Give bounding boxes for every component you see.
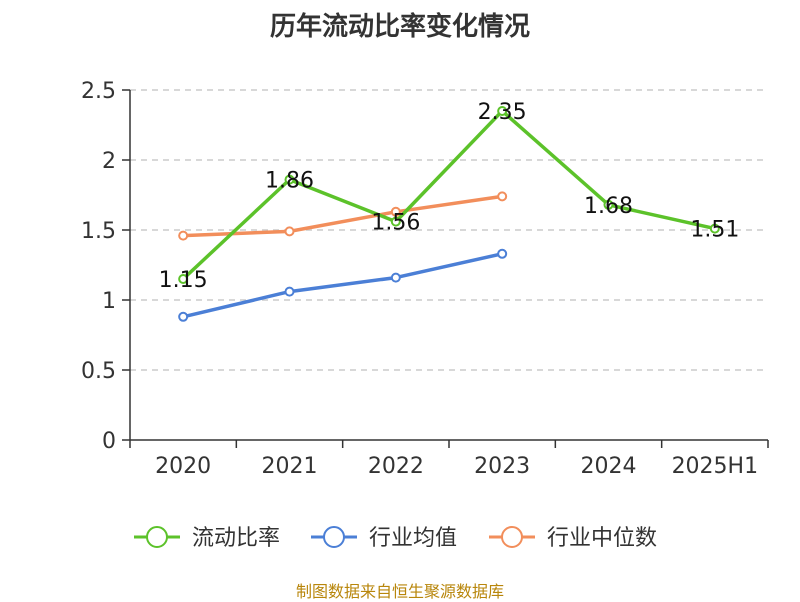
- data-point: [178, 230, 189, 241]
- data-point: [390, 272, 401, 283]
- x-tick-label: 2021: [262, 454, 318, 479]
- data-label: 1.86: [265, 169, 314, 194]
- legend-item: 行业中位数: [489, 526, 657, 551]
- data-label: 1.68: [584, 194, 633, 219]
- y-tick-label: 0.5: [81, 359, 116, 384]
- data-point: [284, 174, 295, 185]
- data-point: [497, 106, 508, 116]
- y-tick-label: 1.5: [81, 219, 116, 244]
- series-line-2: [183, 194, 503, 238]
- data-point: [603, 199, 614, 210]
- data-point: [178, 274, 189, 284]
- data-point: [709, 223, 720, 234]
- y-tick-label: 2: [102, 149, 116, 174]
- x-tick-label: 2023: [474, 454, 530, 479]
- data-labels: 1.15 1.86 1.56 2.35 1.68 1.51: [159, 100, 740, 293]
- data-label: 2.35: [478, 100, 527, 125]
- chart-title: 历年流动比率变化情况: [269, 12, 530, 42]
- grid-lines: [130, 89, 768, 371]
- y-tick-label: 2.5: [81, 79, 116, 104]
- data-point: [178, 311, 189, 322]
- series-line-0: [181, 109, 716, 281]
- data-point: [497, 248, 508, 259]
- data-label: 1.51: [690, 218, 739, 243]
- data-label: 1.15: [159, 268, 208, 293]
- data-label: 1.56: [371, 211, 420, 236]
- data-point: [284, 286, 295, 297]
- data-point: [284, 226, 295, 237]
- y-tick-label: 1: [102, 289, 116, 314]
- legend-item: 流动比率: [134, 526, 280, 551]
- data-point: [390, 216, 401, 227]
- legend-label: 行业均值: [369, 526, 457, 551]
- legend-item: 行业均值: [311, 526, 457, 551]
- x-tick-label: 2024: [581, 454, 637, 479]
- legend-label: 行业中位数: [547, 526, 657, 551]
- data-point: [497, 191, 508, 202]
- series-lines: [178, 106, 720, 322]
- y-tick-label: 0: [102, 429, 116, 454]
- data-point: [390, 206, 401, 217]
- legend-marker: [146, 526, 168, 548]
- x-tick-label: 2025H1: [672, 454, 759, 479]
- legend-marker: [501, 526, 523, 548]
- axes: 0 0.5 1 1.5 2 2.5 2020 2021 2022 2023 2024 2025H1: [81, 79, 769, 479]
- x-tick-label: 2020: [155, 454, 211, 479]
- x-tick-label: 2022: [368, 454, 424, 479]
- series-line-1: [182, 252, 503, 319]
- source-note: 制图数据来自恒生聚源数据库: [295, 582, 504, 601]
- legend: 流动比率 行业均值 行业中位数: [134, 526, 657, 551]
- legend-label: 流动比率: [192, 526, 280, 551]
- legend-marker: [323, 526, 345, 548]
